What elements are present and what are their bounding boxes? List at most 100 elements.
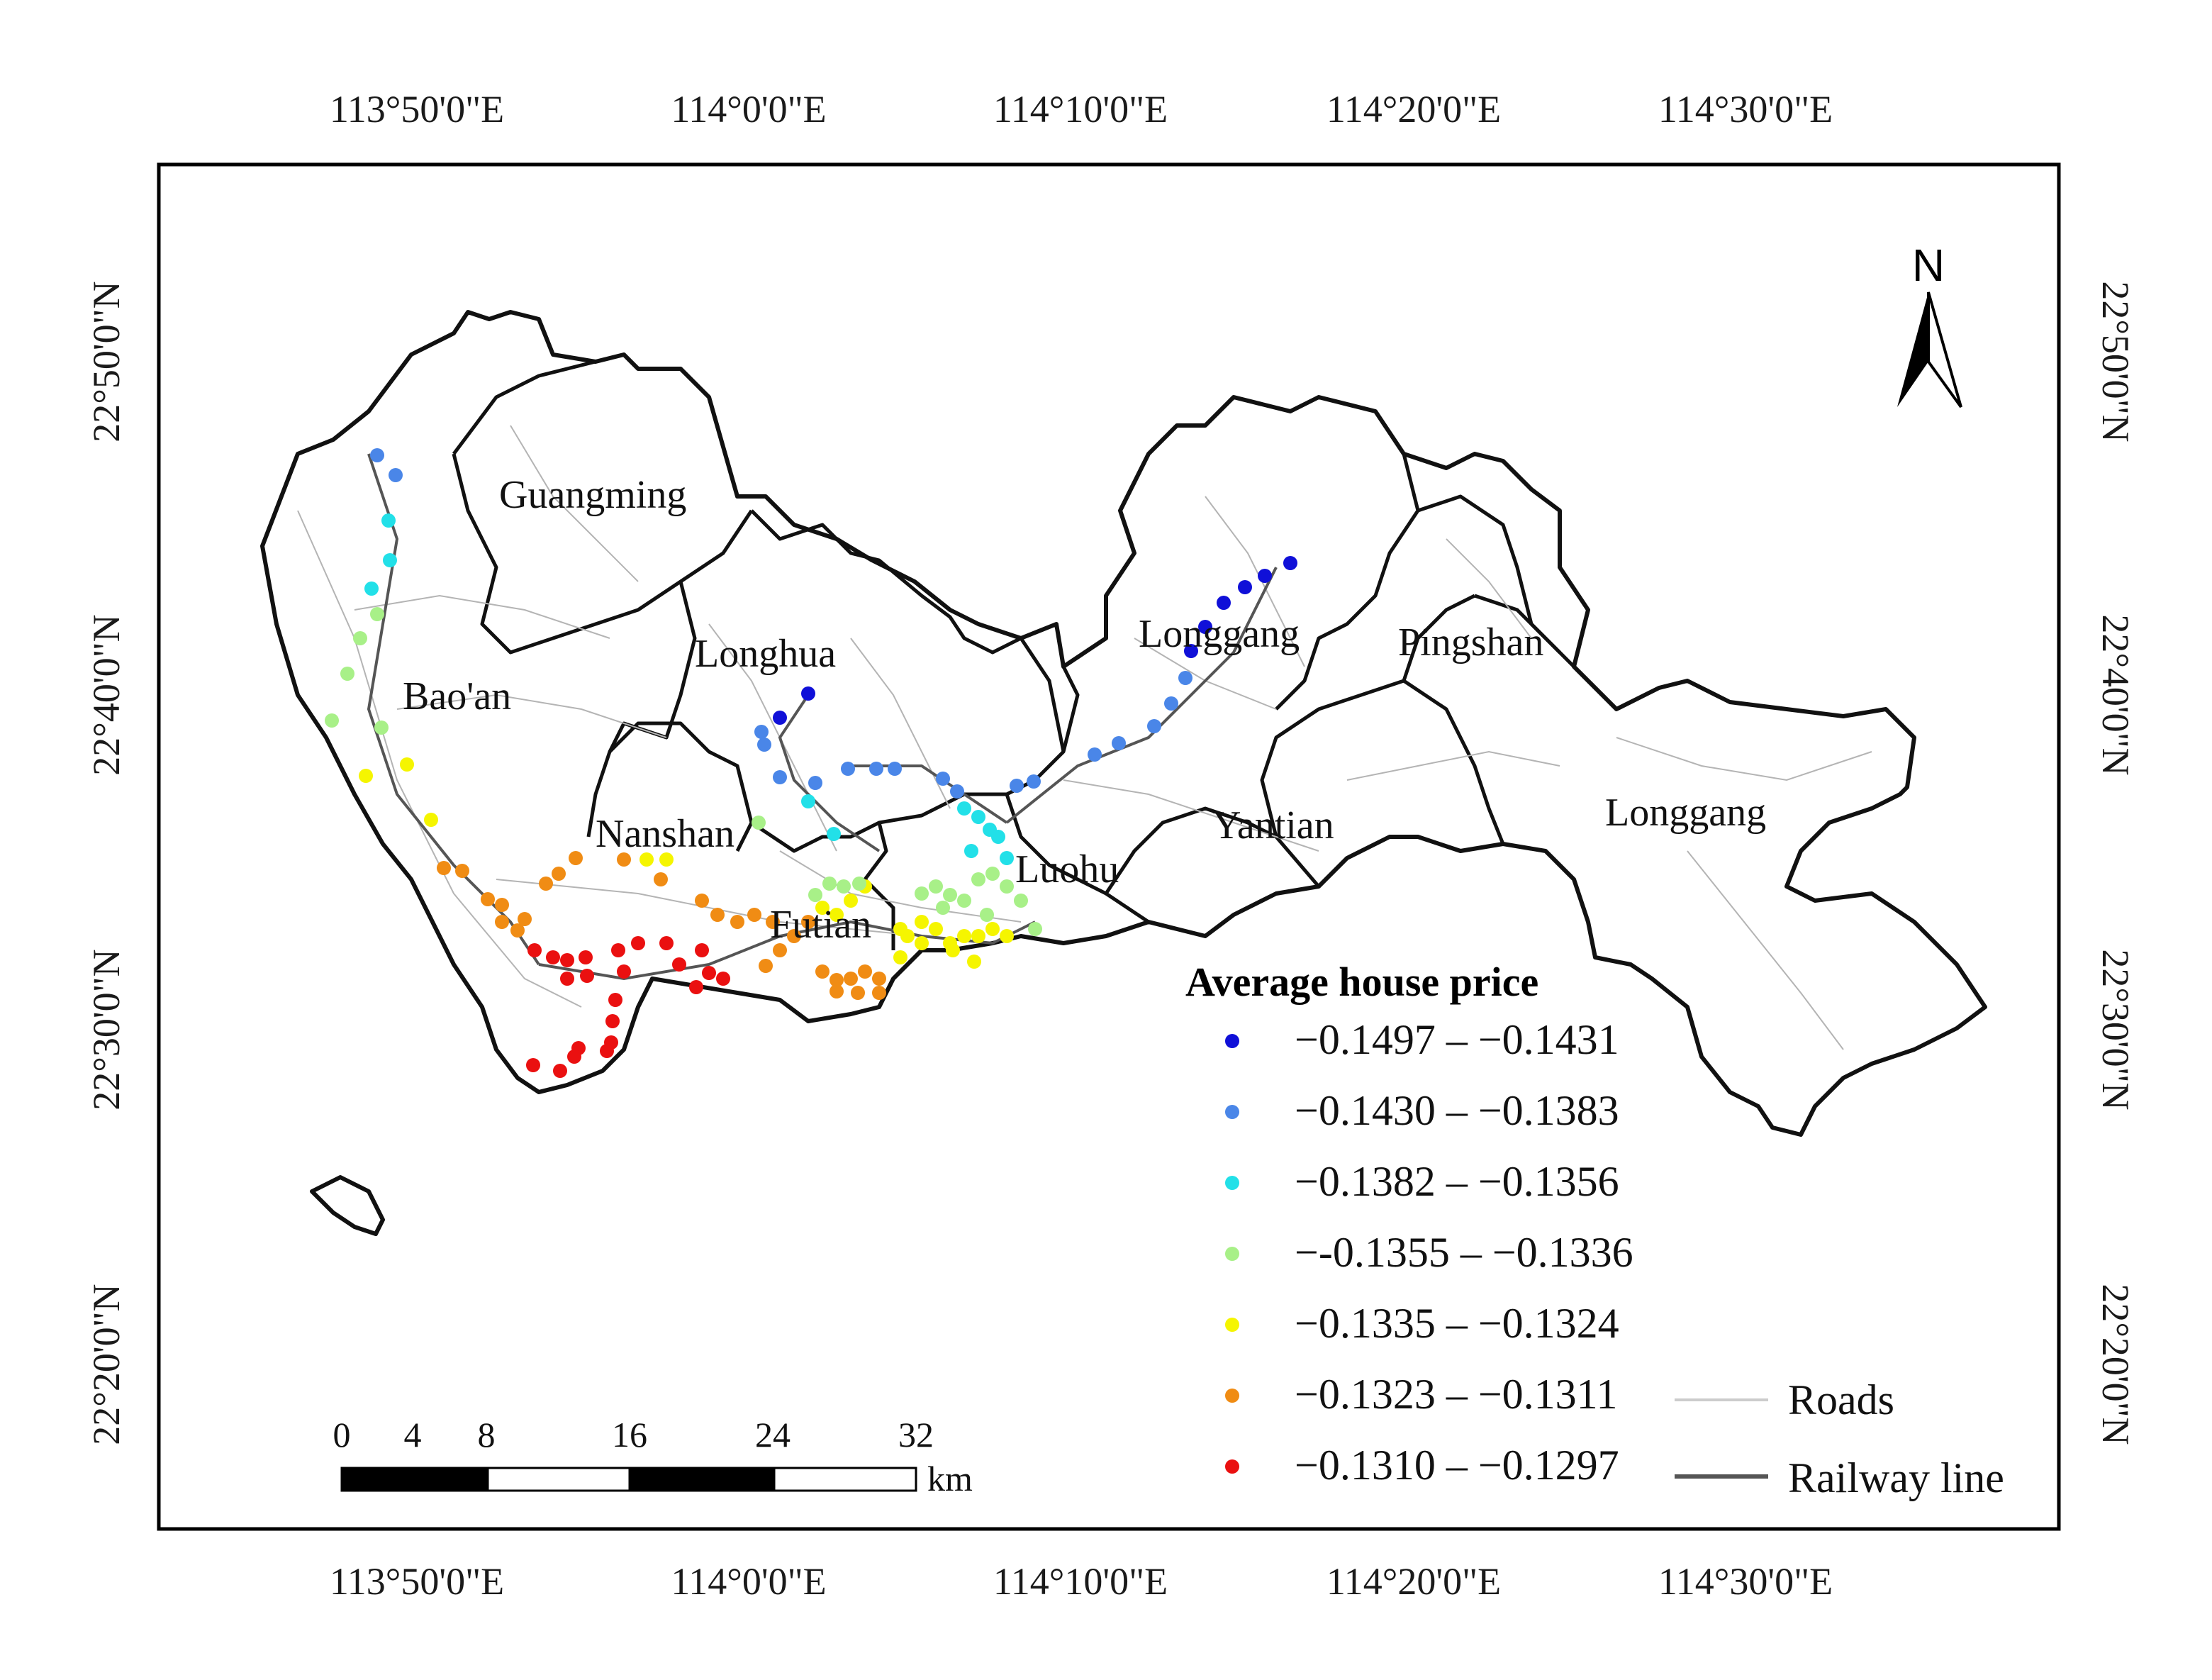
map-frame	[157, 162, 2061, 1531]
city-outline	[260, 310, 1987, 1137]
station-point	[672, 957, 686, 972]
district-boundary	[1275, 453, 1420, 711]
station-point	[695, 943, 709, 957]
station-point	[340, 667, 354, 681]
station-point	[659, 852, 674, 867]
station-point	[1198, 620, 1212, 634]
district-boundary	[1402, 679, 1505, 845]
district-label-longgang-north: Longgang	[1139, 612, 1300, 656]
station-point	[353, 631, 367, 645]
railway-line	[1005, 567, 1278, 824]
station-point	[1010, 779, 1024, 793]
legend-railway-label: Railway line	[1788, 1454, 2004, 1501]
station-point	[495, 898, 509, 912]
road	[1446, 538, 1532, 639]
legend-title: Average house price	[1185, 959, 1538, 1005]
scale-tick-label: 8	[478, 1415, 496, 1454]
railway-line	[367, 453, 540, 966]
station-point	[827, 827, 841, 841]
station-point	[801, 794, 815, 808]
station-point	[579, 950, 593, 964]
station-point	[943, 888, 957, 902]
district-boundary	[750, 665, 1080, 853]
station-point	[808, 888, 822, 902]
station-point	[617, 964, 631, 979]
station-point	[710, 908, 725, 922]
station-point	[1164, 696, 1178, 711]
station-point	[971, 929, 985, 943]
station-point	[716, 972, 730, 986]
north-arrow-left-half	[1897, 292, 1928, 407]
district-label-yantian: Yantian	[1212, 803, 1334, 847]
road	[1687, 850, 1844, 1050]
legend-class-swatch	[1225, 1105, 1239, 1119]
district-boundary	[1260, 594, 1476, 838]
legend-class-label: −0.1497 – −0.1431	[1295, 1016, 1619, 1063]
north-arrow-right-half	[1927, 291, 1962, 408]
station-point	[527, 943, 542, 957]
road	[496, 879, 922, 937]
station-point	[957, 894, 971, 908]
lat-label-right: 22°20'0"N	[2094, 1284, 2137, 1445]
lon-label-top: 113°50'0"E	[330, 88, 504, 130]
station-point	[526, 1058, 540, 1072]
station-point	[915, 886, 929, 901]
station-point	[1028, 922, 1042, 936]
station-point	[695, 894, 709, 908]
station-point	[1178, 671, 1192, 685]
legend-class-label: −0.1430 – −0.1383	[1295, 1087, 1619, 1134]
station-point	[389, 468, 403, 482]
station-point	[400, 757, 414, 772]
station-point	[872, 986, 886, 1000]
legend-class-swatch	[1225, 1034, 1239, 1048]
station-point	[980, 908, 994, 922]
district-boundary	[1005, 794, 1150, 924]
lat-label-left: 22°50'0"N	[85, 281, 128, 442]
station-point	[815, 901, 830, 915]
district-label-futian: Futian	[770, 903, 871, 947]
station-point	[381, 513, 396, 528]
district-boundary	[452, 453, 754, 655]
station-point	[437, 861, 451, 875]
lat-label-left: 22°40'0"N	[85, 614, 128, 775]
station-point	[364, 582, 379, 596]
station-point	[872, 972, 886, 986]
railway-line	[778, 694, 881, 852]
station-point	[359, 769, 373, 783]
station-point	[946, 943, 960, 957]
scale-segment-black	[628, 1467, 776, 1492]
station-point	[915, 915, 929, 929]
station-point	[580, 969, 594, 983]
station-point	[608, 993, 622, 1007]
station-point	[822, 877, 837, 891]
station-point	[985, 922, 1000, 936]
lon-label-top: 114°10'0"E	[993, 88, 1168, 130]
road	[1063, 779, 1319, 852]
legend-class-swatch	[1225, 1459, 1239, 1474]
station-point	[1238, 580, 1252, 594]
lon-label-bottom: 114°0'0"E	[671, 1560, 826, 1603]
station-point	[1000, 879, 1014, 894]
district-boundary	[452, 360, 596, 455]
station-point	[747, 908, 761, 922]
station-point	[702, 966, 716, 980]
station-point	[553, 1064, 567, 1078]
scale-segment-black	[340, 1467, 489, 1492]
lon-label-bottom: 113°50'0"E	[330, 1560, 504, 1603]
station-point	[801, 686, 815, 701]
station-point	[370, 607, 384, 621]
station-point	[851, 986, 865, 1000]
station-point	[560, 953, 574, 967]
station-point	[569, 851, 583, 865]
road	[510, 425, 639, 582]
station-points	[325, 448, 1297, 1078]
station-point	[325, 713, 339, 728]
station-point	[837, 879, 851, 894]
station-point	[639, 852, 654, 867]
station-point	[773, 943, 787, 957]
district-label-guangming: Guangming	[499, 473, 686, 517]
station-point	[1000, 851, 1014, 865]
scale-segment-white	[486, 1467, 631, 1492]
